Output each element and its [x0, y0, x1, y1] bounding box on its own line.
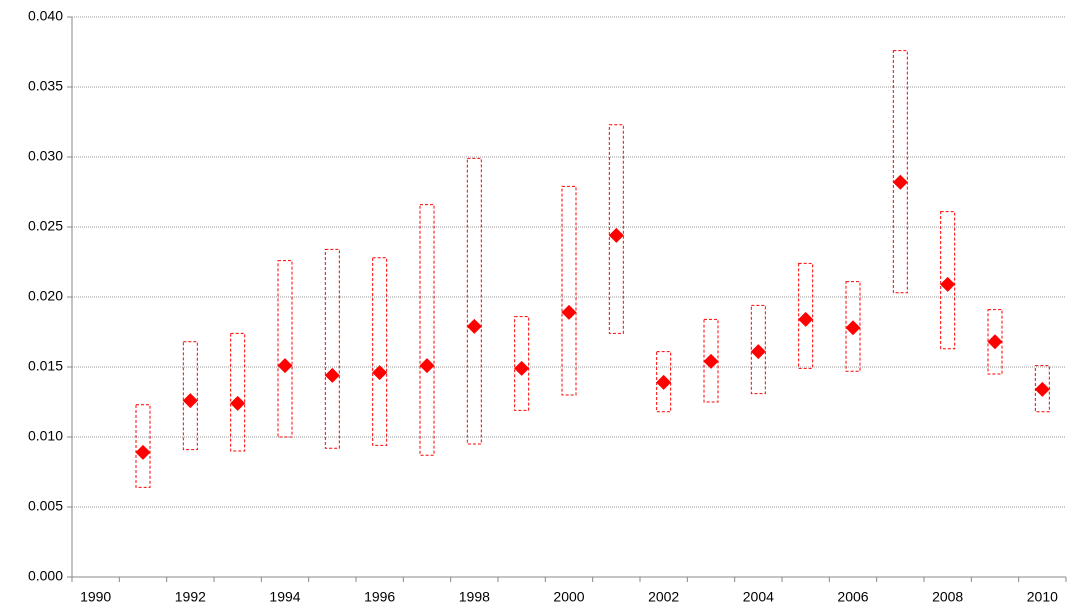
y-tick-label: 0.000	[28, 568, 63, 584]
point	[230, 395, 246, 411]
point	[940, 276, 956, 292]
x-tick-label: 2006	[837, 589, 868, 605]
range-box	[1034, 365, 1050, 413]
x-tick-label: 1994	[269, 589, 300, 605]
y-tick-label: 0.025	[28, 218, 63, 234]
point	[892, 174, 908, 190]
range-box	[845, 281, 861, 372]
point	[845, 320, 861, 336]
point	[466, 318, 482, 334]
range-box	[182, 341, 198, 451]
x-tick-label: 1998	[459, 589, 490, 605]
range-box	[892, 50, 908, 294]
x-tick-label: 2010	[1027, 589, 1058, 605]
y-tick-label: 0.040	[28, 8, 63, 24]
y-tick-label: 0.015	[28, 358, 63, 374]
point	[608, 227, 624, 243]
point	[703, 353, 719, 369]
range-box	[703, 318, 719, 403]
point	[277, 358, 293, 374]
x-tick-label: 1990	[80, 589, 111, 605]
point	[561, 304, 577, 320]
y-tick-label: 0.035	[28, 78, 63, 94]
range-box	[656, 351, 672, 413]
range-box	[135, 404, 151, 488]
point	[419, 358, 435, 374]
point	[324, 367, 340, 383]
range-box	[940, 211, 956, 350]
x-tick-label: 1996	[364, 589, 395, 605]
point	[182, 393, 198, 409]
range-box	[230, 332, 246, 452]
point	[750, 344, 766, 360]
x-tick-label: 2002	[648, 589, 679, 605]
range-box	[608, 124, 624, 334]
point	[1034, 381, 1050, 397]
range-box	[561, 185, 577, 396]
range-box	[750, 304, 766, 395]
x-tick-label: 2000	[553, 589, 584, 605]
range-box	[277, 260, 293, 438]
point	[135, 444, 151, 460]
y-tick-label: 0.010	[28, 428, 63, 444]
range-box	[419, 204, 435, 456]
x-tick-label: 1992	[175, 589, 206, 605]
range-box	[514, 316, 530, 411]
point	[514, 360, 530, 376]
x-tick-label: 2008	[932, 589, 963, 605]
y-tick-label: 0.020	[28, 288, 63, 304]
point	[798, 311, 814, 327]
point	[656, 374, 672, 390]
range-box	[466, 157, 482, 445]
y-tick-label: 0.005	[28, 498, 63, 514]
range-box	[372, 257, 388, 446]
point	[987, 334, 1003, 350]
range-box	[798, 262, 814, 369]
x-tick-label: 2004	[743, 589, 774, 605]
range-box	[324, 248, 340, 449]
y-tick-label: 0.030	[28, 148, 63, 164]
point	[372, 365, 388, 381]
